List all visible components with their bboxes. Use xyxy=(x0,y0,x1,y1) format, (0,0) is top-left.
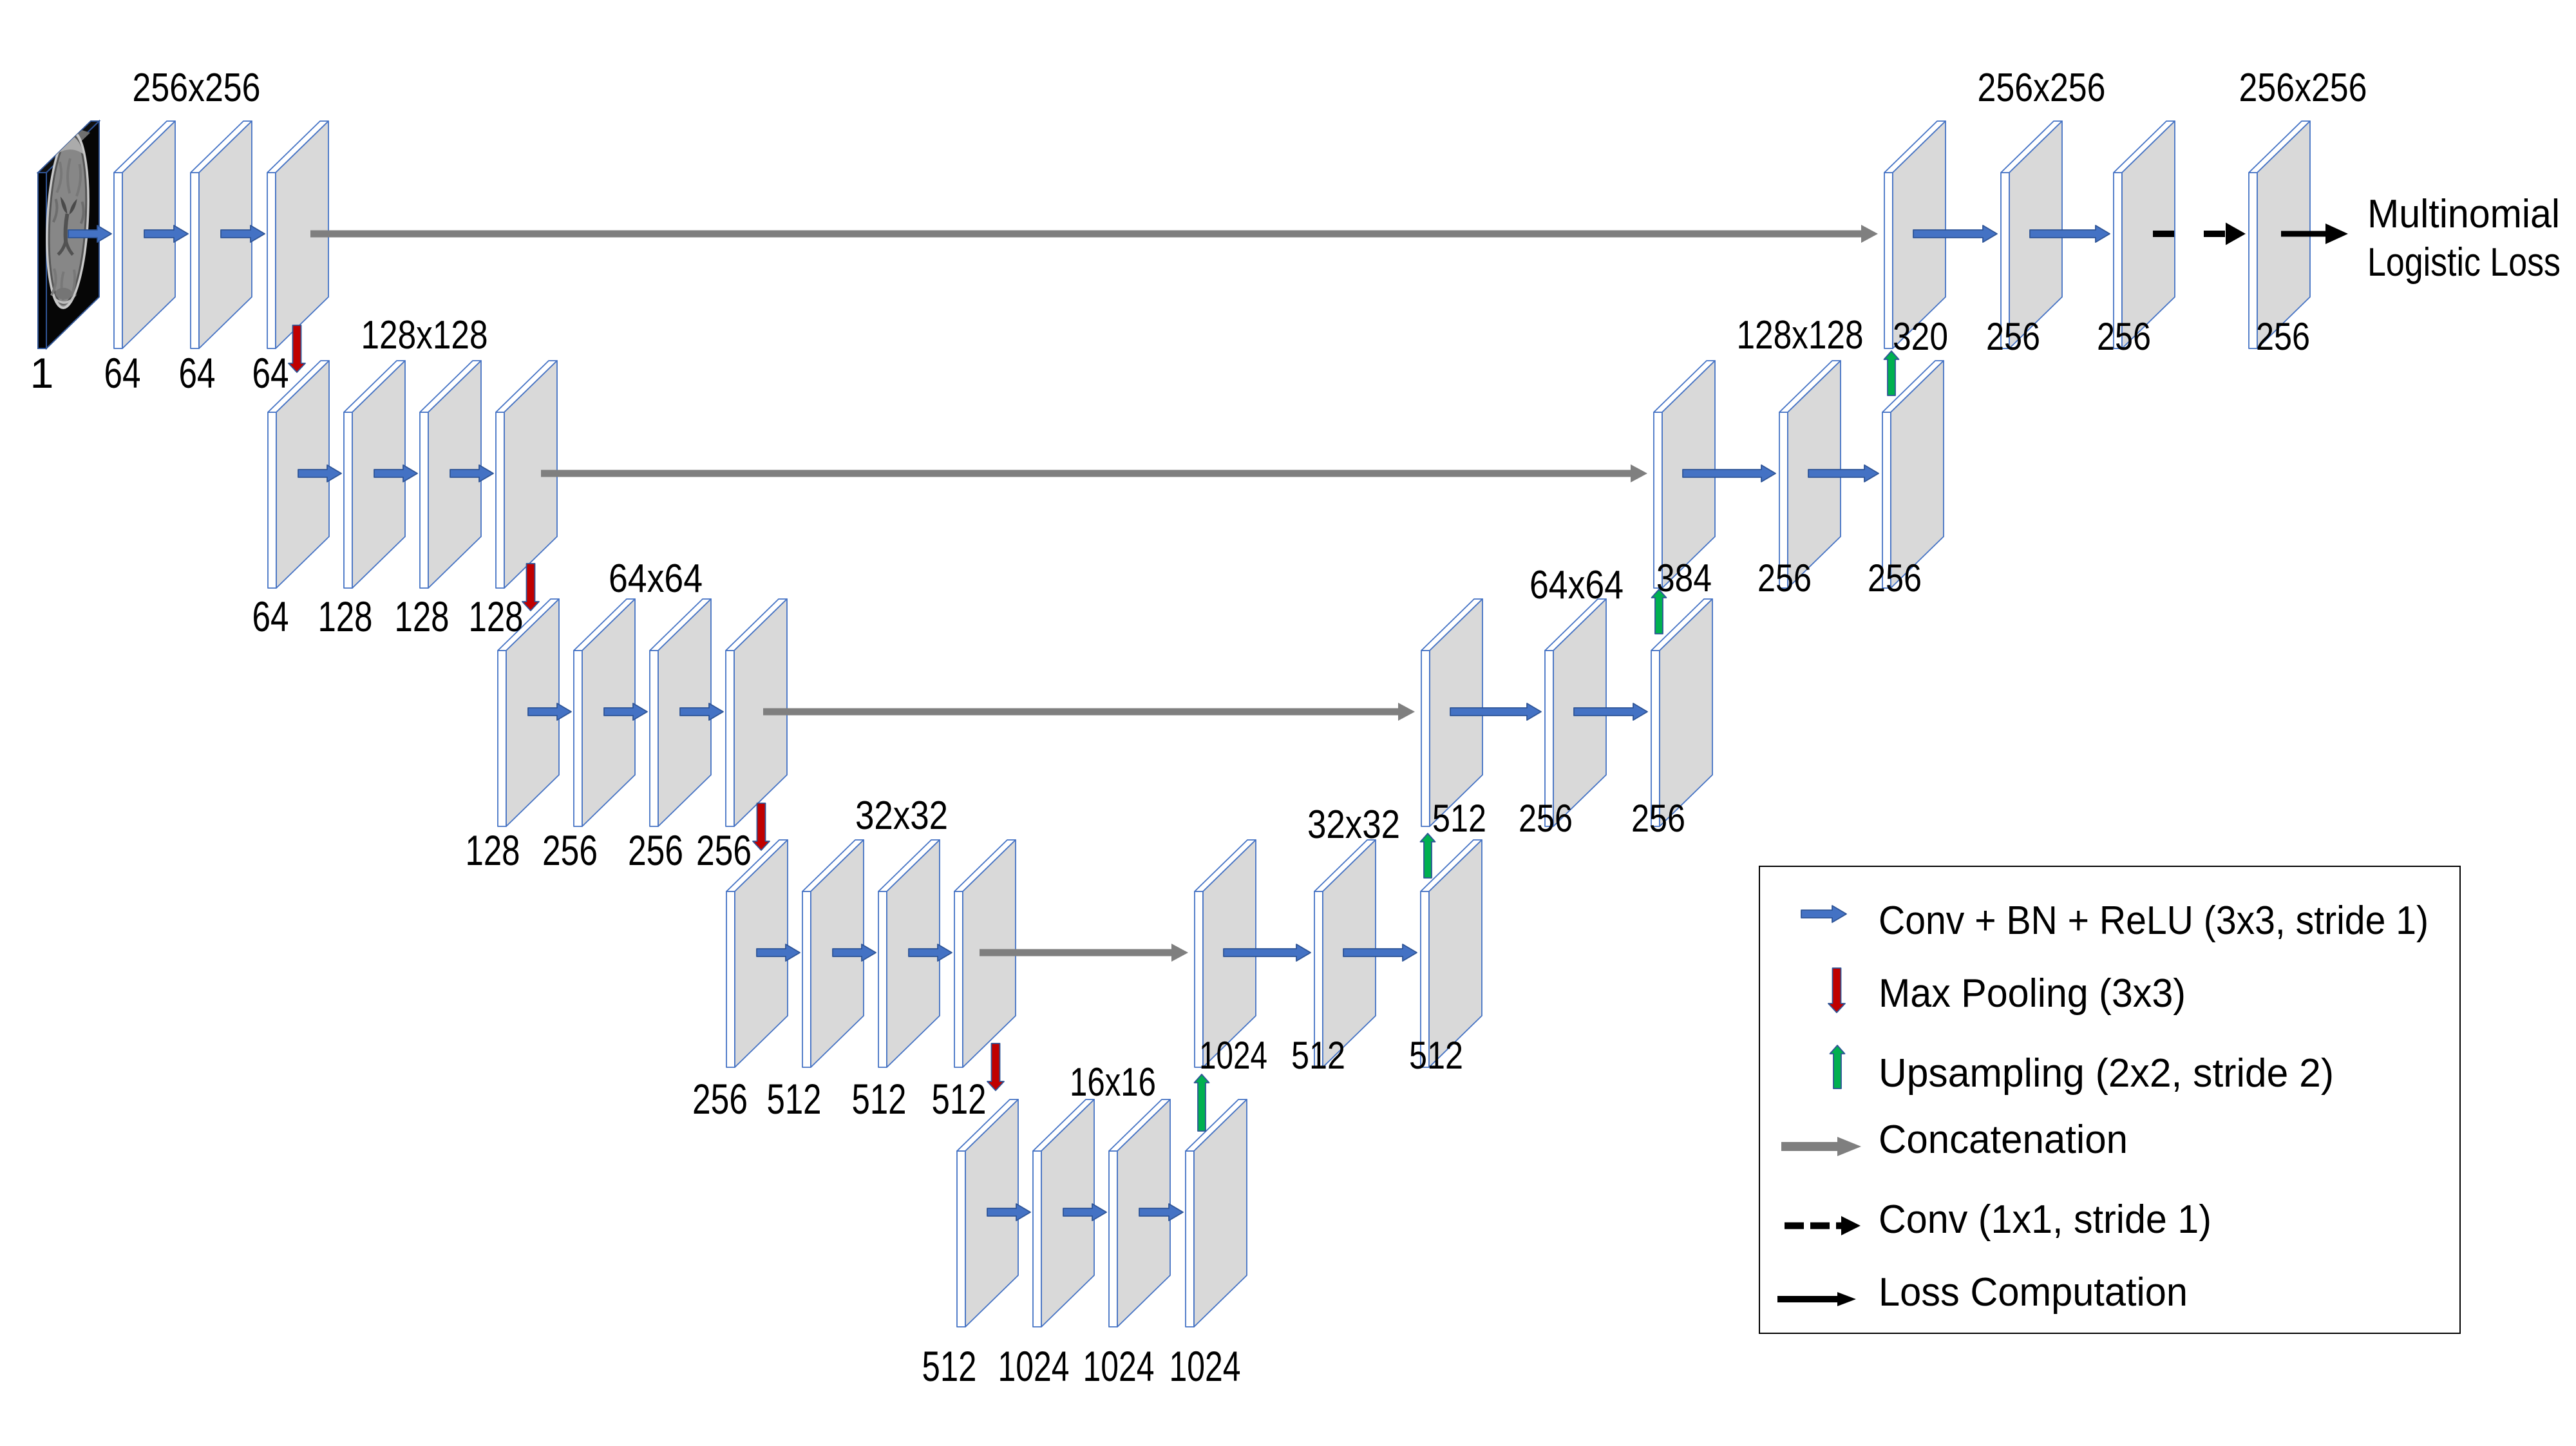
svg-text:Upsampling (2x2, stride 2): Upsampling (2x2, stride 2) xyxy=(1879,1051,2334,1096)
svg-text:128: 128 xyxy=(469,593,524,640)
svg-text:512: 512 xyxy=(852,1075,907,1123)
svg-text:256: 256 xyxy=(1868,557,1922,600)
svg-text:1024: 1024 xyxy=(998,1342,1070,1390)
svg-text:1024: 1024 xyxy=(1199,1034,1267,1077)
svg-text:128: 128 xyxy=(318,593,373,640)
svg-text:Conv (1x1, stride 1): Conv (1x1, stride 1) xyxy=(1879,1197,2211,1242)
svg-text:256: 256 xyxy=(1519,797,1573,840)
svg-text:256: 256 xyxy=(2256,315,2310,358)
svg-text:32x32: 32x32 xyxy=(1307,803,1400,847)
svg-text:256x256: 256x256 xyxy=(133,66,261,110)
svg-text:512: 512 xyxy=(1432,797,1486,840)
svg-text:256x256: 256x256 xyxy=(2239,66,2367,110)
svg-text:64: 64 xyxy=(252,593,289,640)
svg-text:256: 256 xyxy=(1986,315,2040,358)
svg-text:Max Pooling (3x3): Max Pooling (3x3) xyxy=(1879,971,2186,1016)
svg-text:128: 128 xyxy=(466,826,520,874)
svg-text:64x64: 64x64 xyxy=(609,557,703,601)
svg-text:1: 1 xyxy=(30,349,54,397)
svg-text:1024: 1024 xyxy=(1170,1342,1241,1390)
svg-text:256: 256 xyxy=(1757,557,1812,600)
svg-text:64: 64 xyxy=(252,349,289,397)
svg-text:64: 64 xyxy=(104,349,141,397)
svg-text:512: 512 xyxy=(922,1342,977,1390)
svg-text:256: 256 xyxy=(692,1075,748,1123)
svg-text:Conv + BN + ReLU (3x3, stride: Conv + BN + ReLU (3x3, stride 1) xyxy=(1879,899,2429,943)
svg-text:512: 512 xyxy=(932,1075,987,1123)
svg-text:512: 512 xyxy=(767,1075,822,1123)
svg-text:32x32: 32x32 xyxy=(855,794,948,838)
svg-text:256: 256 xyxy=(628,826,683,874)
svg-text:128x128: 128x128 xyxy=(361,313,488,357)
svg-text:256: 256 xyxy=(1631,797,1685,840)
svg-text:Logistic Loss: Logistic Loss xyxy=(2367,240,2561,285)
svg-text:256x256: 256x256 xyxy=(1978,66,2106,110)
svg-text:Multinomial: Multinomial xyxy=(2367,192,2560,236)
svg-text:64x64: 64x64 xyxy=(1530,563,1624,607)
svg-text:256: 256 xyxy=(696,826,752,874)
svg-text:256: 256 xyxy=(2097,315,2151,358)
svg-text:320: 320 xyxy=(1893,315,1948,358)
svg-text:512: 512 xyxy=(1409,1034,1463,1077)
svg-text:64: 64 xyxy=(179,349,216,397)
svg-text:16x16: 16x16 xyxy=(1070,1060,1156,1105)
svg-text:128x128: 128x128 xyxy=(1737,313,1864,357)
svg-text:Concatenation: Concatenation xyxy=(1879,1118,2128,1162)
svg-text:1024: 1024 xyxy=(1083,1342,1155,1390)
svg-text:Loss Computation: Loss Computation xyxy=(1879,1270,2188,1315)
svg-text:128: 128 xyxy=(395,593,450,640)
svg-text:256: 256 xyxy=(542,826,598,874)
svg-text:512: 512 xyxy=(1291,1034,1345,1077)
svg-text:384: 384 xyxy=(1656,557,1712,600)
